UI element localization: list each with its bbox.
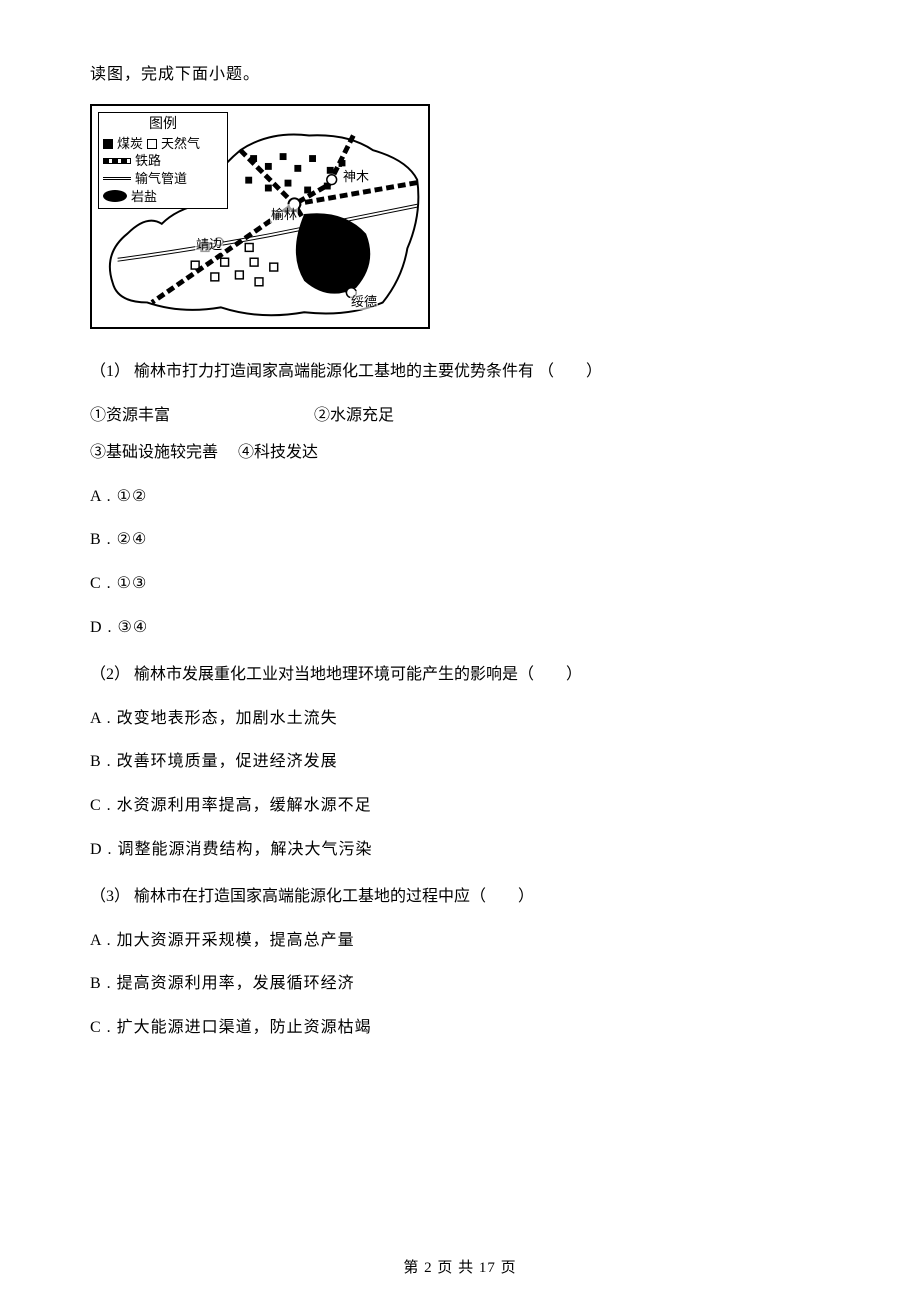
q1-opt3: ③基础设施较完善: [90, 444, 218, 461]
map-figure: 图例 煤炭 天然气 铁路 输气管道 岩盐: [90, 104, 430, 329]
q3-choice-a[interactable]: A . 加大资源开采规模，提高总产量: [90, 928, 830, 954]
q3-stem: （3） 榆林市在打造国家高端能源化工基地的过程中应（ ）: [90, 884, 830, 910]
legend-row-resources: 煤炭 天然气: [103, 135, 223, 153]
q2-choice-a[interactable]: A . 改变地表形态，加剧水土流失: [90, 706, 830, 732]
pipe-icon: [103, 177, 131, 180]
question-2: （2） 榆林市发展重化工业对当地地理环境可能产生的影响是（ ） A . 改变地表…: [90, 662, 830, 862]
salt-icon: [103, 190, 127, 202]
q1-opt4: ④科技发达: [238, 444, 318, 461]
q2-stem: （2） 榆林市发展重化工业对当地地理环境可能产生的影响是（ ）: [90, 662, 830, 688]
gas-icon: [147, 139, 157, 149]
legend-row-rail: 铁路: [103, 152, 223, 170]
intro-text: 读图，完成下面小题。: [90, 60, 830, 84]
q1-choice-a[interactable]: A . ①②: [90, 484, 830, 510]
q1-stem: （1） 榆林市打力打造闻家高端能源化工基地的主要优势条件有 （ ）: [90, 359, 830, 385]
legend-row-pipe: 输气管道: [103, 170, 223, 188]
page-footer: 第 2 页 共 17 页: [0, 1256, 920, 1277]
q1-choice-d[interactable]: D . ③④: [90, 615, 830, 641]
q2-choice-c[interactable]: C . 水资源利用率提高，缓解水源不足: [90, 793, 830, 819]
q2-choice-d[interactable]: D . 调整能源消费结构，解决大气污染: [90, 837, 830, 863]
legend-rail: 铁路: [135, 152, 161, 170]
q1-choice-c[interactable]: C . ①③: [90, 571, 830, 597]
legend-pipe: 输气管道: [135, 170, 187, 188]
q1-opt1: ①资源丰富: [90, 403, 310, 429]
question-1: （1） 榆林市打力打造闻家高端能源化工基地的主要优势条件有 （ ） ①资源丰富 …: [90, 359, 830, 640]
legend-title: 图例: [103, 116, 223, 135]
q3-choice-b[interactable]: B . 提高资源利用率，发展循环经济: [90, 971, 830, 997]
label-jingbian: 靖边: [195, 234, 223, 253]
coal-icon: [103, 139, 113, 149]
q3-choice-c[interactable]: C . 扩大能源进口渠道，防止资源枯竭: [90, 1015, 830, 1041]
label-yulin: 榆林: [270, 204, 298, 223]
legend-row-salt: 岩盐: [103, 188, 223, 206]
legend-gas: 天然气: [161, 135, 200, 153]
label-suide: 绥德: [350, 291, 378, 310]
q1-opt2: ②水源充足: [314, 407, 394, 424]
q1-subopts-2: ③基础设施较完善 ④科技发达: [90, 440, 830, 466]
label-shenmu: 神木: [342, 166, 370, 185]
legend-salt: 岩盐: [131, 188, 157, 206]
q1-choice-b[interactable]: B . ②④: [90, 527, 830, 553]
q1-subopts-1: ①资源丰富 ②水源充足: [90, 403, 830, 429]
rail-icon: [103, 158, 131, 164]
legend-coal: 煤炭: [117, 135, 143, 153]
legend-box: 图例 煤炭 天然气 铁路 输气管道 岩盐: [98, 112, 228, 209]
question-3: （3） 榆林市在打造国家高端能源化工基地的过程中应（ ） A . 加大资源开采规…: [90, 884, 830, 1040]
q2-choice-b[interactable]: B . 改善环境质量，促进经济发展: [90, 749, 830, 775]
